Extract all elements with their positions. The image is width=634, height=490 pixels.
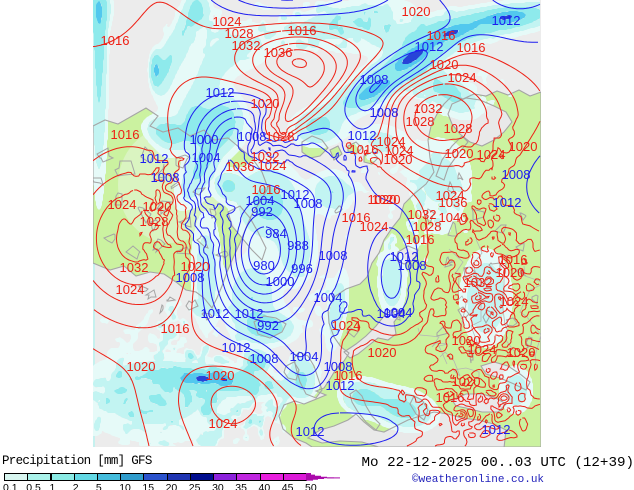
svg-text:996: 996 — [291, 261, 313, 276]
svg-text:1016: 1016 — [427, 28, 456, 43]
svg-text:1012: 1012 — [482, 422, 511, 437]
svg-text:1020: 1020 — [402, 4, 431, 19]
svg-text:1008: 1008 — [294, 196, 323, 211]
svg-text:1004: 1004 — [246, 193, 275, 208]
svg-text:1020: 1020 — [507, 345, 536, 360]
svg-text:1012: 1012 — [140, 151, 169, 166]
svg-text:1000: 1000 — [266, 274, 295, 289]
svg-text:1020: 1020 — [430, 57, 459, 72]
svg-text:1008: 1008 — [324, 359, 353, 374]
svg-text:1012: 1012 — [415, 39, 444, 54]
svg-text:1020: 1020 — [509, 139, 538, 154]
svg-text:1016: 1016 — [288, 23, 317, 38]
svg-text:1012: 1012 — [492, 13, 521, 28]
svg-text:1012: 1012 — [326, 378, 355, 393]
svg-text:1024: 1024 — [500, 294, 529, 309]
svg-text:1020: 1020 — [181, 259, 210, 274]
svg-text:1020: 1020 — [127, 359, 156, 374]
svg-text:1032: 1032 — [408, 207, 437, 222]
svg-text:1012: 1012 — [281, 187, 310, 202]
svg-text:1008: 1008 — [238, 129, 267, 144]
svg-text:1016: 1016 — [350, 142, 379, 157]
svg-text:1004: 1004 — [377, 306, 406, 321]
svg-text:1028: 1028 — [444, 121, 473, 136]
svg-text:1024: 1024 — [360, 219, 389, 234]
svg-text:1020: 1020 — [372, 192, 401, 207]
svg-text:1008: 1008 — [176, 270, 205, 285]
svg-text:1004: 1004 — [314, 290, 343, 305]
svg-text:1016: 1016 — [342, 210, 371, 225]
svg-text:1016: 1016 — [161, 321, 190, 336]
svg-text:1020: 1020 — [445, 146, 474, 161]
svg-text:1016: 1016 — [101, 33, 130, 48]
svg-text:1012: 1012 — [390, 249, 419, 264]
svg-text:1028: 1028 — [140, 214, 169, 229]
svg-text:1008: 1008 — [319, 248, 348, 263]
svg-text:1016: 1016 — [334, 368, 363, 383]
svg-text:1020: 1020 — [452, 333, 481, 348]
svg-text:1012: 1012 — [235, 306, 264, 321]
svg-text:1004: 1004 — [290, 349, 319, 364]
svg-text:1024: 1024 — [209, 416, 238, 431]
svg-text:1036: 1036 — [439, 195, 468, 210]
svg-text:1020: 1020 — [368, 345, 397, 360]
svg-text:1016: 1016 — [406, 232, 435, 247]
svg-text:1016: 1016 — [499, 252, 528, 267]
svg-text:1024: 1024 — [332, 318, 361, 333]
svg-text:992: 992 — [251, 204, 273, 219]
svg-text:1012: 1012 — [201, 306, 230, 321]
svg-text:1024: 1024 — [258, 158, 287, 173]
svg-text:1024: 1024 — [477, 147, 506, 162]
svg-text:1016: 1016 — [457, 40, 486, 55]
svg-text:984: 984 — [265, 226, 287, 241]
svg-text:1008: 1008 — [360, 72, 389, 87]
svg-text:1024: 1024 — [213, 14, 242, 29]
svg-text:1020: 1020 — [143, 199, 172, 214]
svg-text:1024: 1024 — [108, 197, 137, 212]
svg-text:1008: 1008 — [370, 105, 399, 120]
svg-text:1004: 1004 — [192, 150, 221, 165]
svg-text:1024: 1024 — [436, 188, 465, 203]
svg-text:1020: 1020 — [251, 96, 280, 111]
svg-text:1012: 1012 — [493, 195, 522, 210]
svg-text:1020: 1020 — [368, 192, 397, 207]
svg-text:1012: 1012 — [206, 85, 235, 100]
svg-text:1020: 1020 — [384, 152, 413, 167]
svg-text:1024: 1024 — [468, 342, 497, 357]
svg-text:1036: 1036 — [226, 159, 255, 174]
svg-text:1020: 1020 — [206, 368, 235, 383]
svg-text:1012: 1012 — [222, 340, 251, 355]
svg-text:980: 980 — [253, 258, 275, 273]
svg-text:1036: 1036 — [264, 45, 293, 60]
svg-text:1016: 1016 — [252, 182, 281, 197]
svg-text:1016: 1016 — [436, 390, 465, 405]
svg-text:1032: 1032 — [232, 38, 261, 53]
svg-text:1024: 1024 — [377, 134, 406, 149]
svg-text:1000: 1000 — [190, 132, 219, 147]
svg-text:1016: 1016 — [111, 127, 140, 142]
svg-text:1020: 1020 — [452, 374, 481, 389]
svg-text:1024: 1024 — [116, 282, 145, 297]
svg-text:1008: 1008 — [398, 258, 427, 273]
svg-text:1032: 1032 — [414, 101, 443, 116]
svg-text:988: 988 — [287, 238, 309, 253]
svg-text:1028: 1028 — [266, 129, 295, 144]
svg-text:1032: 1032 — [120, 260, 149, 275]
svg-text:1032: 1032 — [251, 149, 280, 164]
svg-text:1028: 1028 — [413, 219, 442, 234]
svg-text:1040: 1040 — [439, 210, 468, 225]
svg-text:1028: 1028 — [225, 26, 254, 41]
svg-text:1020: 1020 — [496, 265, 525, 280]
svg-text:1024: 1024 — [385, 143, 414, 158]
svg-text:1004: 1004 — [384, 305, 413, 320]
svg-text:1008: 1008 — [250, 351, 279, 366]
svg-text:1012: 1012 — [296, 424, 325, 439]
svg-text:1032: 1032 — [464, 275, 493, 290]
svg-text:992: 992 — [257, 318, 279, 333]
svg-text:1028: 1028 — [406, 114, 435, 129]
svg-text:1008: 1008 — [151, 170, 180, 185]
svg-text:1024: 1024 — [448, 70, 477, 85]
svg-text:1008: 1008 — [502, 167, 531, 182]
svg-text:1012: 1012 — [348, 128, 377, 143]
